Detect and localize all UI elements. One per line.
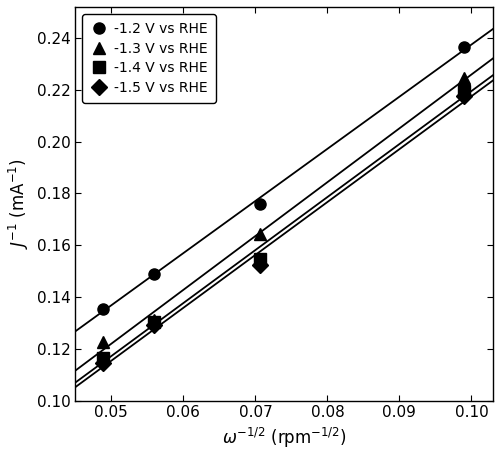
-1.2 V vs RHE	[461, 44, 467, 50]
-1.4 V vs RHE	[151, 319, 157, 324]
-1.5 V vs RHE	[100, 360, 105, 366]
-1.3 V vs RHE	[258, 231, 264, 236]
-1.4 V vs RHE	[258, 257, 264, 262]
-1.4 V vs RHE	[100, 355, 105, 361]
Line: -1.4 V vs RHE: -1.4 V vs RHE	[97, 85, 470, 363]
-1.5 V vs RHE	[461, 94, 467, 99]
-1.5 V vs RHE	[151, 323, 157, 328]
Line: -1.3 V vs RHE: -1.3 V vs RHE	[97, 73, 470, 348]
X-axis label: $\omega^{-1/2}$ (rpm$^{-1/2}$): $\omega^{-1/2}$ (rpm$^{-1/2}$)	[222, 426, 346, 450]
Legend: -1.2 V vs RHE, -1.3 V vs RHE, -1.4 V vs RHE, -1.5 V vs RHE: -1.2 V vs RHE, -1.3 V vs RHE, -1.4 V vs …	[82, 14, 216, 103]
-1.3 V vs RHE	[100, 340, 105, 345]
-1.4 V vs RHE	[461, 88, 467, 94]
Line: -1.2 V vs RHE: -1.2 V vs RHE	[97, 42, 470, 314]
-1.3 V vs RHE	[151, 318, 157, 323]
-1.5 V vs RHE	[258, 262, 264, 267]
-1.2 V vs RHE	[258, 201, 264, 207]
-1.2 V vs RHE	[151, 271, 157, 276]
Line: -1.5 V vs RHE: -1.5 V vs RHE	[97, 91, 470, 368]
Y-axis label: $J^{-1}$ (mA$^{-1}$): $J^{-1}$ (mA$^{-1}$)	[7, 159, 31, 249]
-1.3 V vs RHE	[461, 75, 467, 81]
-1.2 V vs RHE	[100, 306, 105, 311]
